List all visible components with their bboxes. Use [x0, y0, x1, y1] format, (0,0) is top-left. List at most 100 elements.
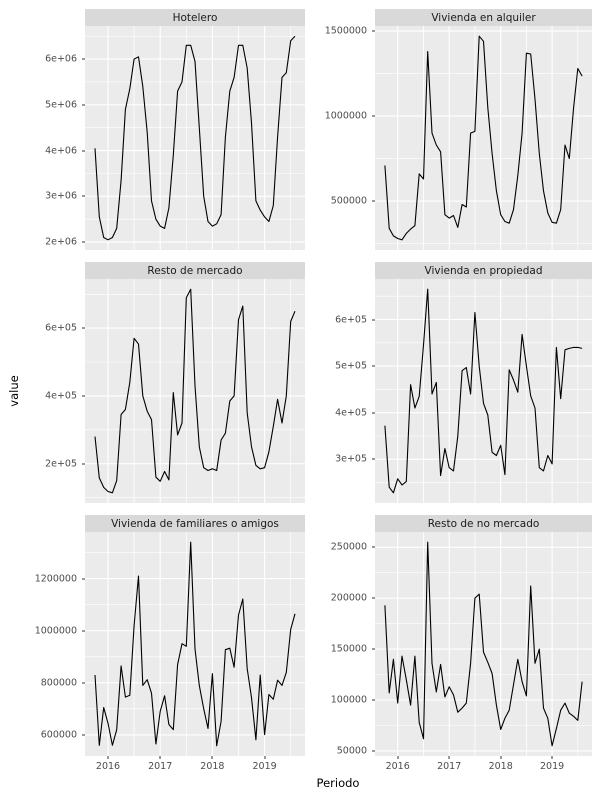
y-tick-mark: [82, 58, 85, 60]
y-tick-mark: [82, 150, 85, 152]
facet-strip: Vivienda en propiedad: [375, 262, 592, 279]
line-chart: [85, 279, 305, 503]
y-tick-label: 4e+05: [45, 390, 77, 402]
y-axis: 500000 1000000 1500000: [305, 26, 375, 250]
x-tick-label: 2016: [385, 761, 410, 772]
y-tick-mark: [372, 546, 375, 548]
y-tick-label: 3e+05: [335, 453, 367, 465]
line-chart: [375, 26, 592, 250]
y-tick-label: 600000: [40, 729, 77, 741]
y-tick-label: 250000: [330, 541, 367, 553]
y-tick-mark: [372, 412, 375, 414]
y-tick-mark: [372, 200, 375, 202]
facet-vivienda-de-familiares-o-amigos: Vivienda de familiares o amigos 600000 80…: [35, 515, 305, 772]
x-tick-mark: [500, 756, 502, 759]
x-tick-label: 2019: [540, 761, 565, 772]
x-tick-mark: [159, 756, 161, 759]
y-tick-mark: [82, 395, 85, 397]
line-chart: [375, 532, 592, 756]
x-axis-title: Periodo: [316, 776, 360, 790]
facet-resto-de-no-mercado: Resto de no mercado 50000 100000 150000 200…: [331, 515, 592, 772]
y-tick-mark: [82, 734, 85, 736]
facet-strip: Vivienda de familiares o amigos: [85, 515, 305, 532]
y-tick-mark: [372, 319, 375, 320]
y-tick-mark: [82, 463, 85, 465]
plot-panel: [85, 26, 305, 250]
y-tick-mark: [372, 365, 375, 367]
y-tick-label: 6e+06: [45, 53, 77, 65]
data-line: [384, 35, 583, 241]
data-line: [94, 288, 296, 494]
y-tick-label: 1000000: [34, 625, 77, 637]
facet-vivienda-en-alquiler: Vivienda en alquiler 500000 1000000 150000…: [325, 9, 592, 250]
y-tick-mark: [372, 30, 375, 32]
facet-vivienda-en-propiedad: Vivienda en propiedad 3e+05 4e+05 5e+05 6e+…: [335, 262, 592, 503]
y-tick-mark: [82, 195, 85, 197]
plot-panel: [375, 532, 592, 756]
facet-title: Resto de no mercado: [427, 517, 540, 530]
line-chart: [85, 532, 305, 756]
x-tick-mark: [448, 756, 450, 759]
y-tick-label: 1000000: [324, 110, 367, 122]
data-line: [94, 541, 296, 747]
facet-title: Hotelero: [172, 11, 218, 24]
line-chart: [375, 279, 592, 503]
y-tick-label: 1500000: [324, 25, 367, 37]
plot-panel: [375, 26, 592, 250]
y-tick-label: 50000: [336, 745, 367, 757]
y-tick-label: 100000: [330, 694, 367, 706]
y-tick-mark: [372, 648, 375, 650]
x-tick-label: 2017: [437, 761, 462, 772]
y-tick-label: 2e+06: [45, 236, 77, 248]
y-tick-label: 1200000: [34, 573, 77, 585]
y-axis: 50000 100000 150000 200000 250000: [305, 532, 375, 756]
y-tick-label: 6e+05: [335, 314, 367, 325]
x-tick-mark: [107, 756, 109, 759]
y-axis: 3e+05 4e+05 5e+05 6e+05: [305, 279, 375, 503]
x-tick-label: 2019: [252, 761, 277, 772]
y-tick-mark: [372, 597, 375, 599]
plot-panel: [85, 532, 305, 756]
data-line: [384, 541, 583, 747]
x-axis: 2016 2017 2018 2019: [85, 756, 305, 780]
facet-strip: Resto de mercado: [85, 262, 305, 279]
facet-resto-de-mercado: Resto de mercado 2e+05 4e+05 6e+05: [45, 262, 305, 503]
facet-strip: Hotelero: [85, 9, 305, 26]
y-tick-label: 4e+06: [45, 145, 77, 157]
facet-strip: Vivienda en alquiler: [375, 9, 592, 26]
y-tick-label: 6e+05: [45, 322, 77, 334]
facet-title: Vivienda en propiedad: [424, 264, 543, 277]
y-tick-label: 150000: [330, 643, 367, 655]
facet-title: Resto de mercado: [147, 264, 243, 277]
x-tick-label: 2017: [148, 761, 173, 772]
y-tick-label: 3e+06: [45, 190, 77, 202]
y-axis: 600000 800000 1000000 1200000: [15, 532, 85, 756]
y-tick-label: 800000: [40, 677, 77, 689]
x-tick-mark: [211, 756, 213, 759]
x-tick-mark: [264, 756, 266, 759]
line-chart: [85, 26, 305, 250]
facet-title: Vivienda de familiares o amigos: [111, 517, 279, 530]
y-tick-mark: [372, 750, 375, 752]
facet-hotelero: Hotelero 2e+06 3e+06 4e+06 5e+06 6e+06: [45, 9, 305, 250]
y-tick-label: 5e+06: [45, 99, 77, 111]
x-tick-label: 2018: [488, 761, 513, 772]
y-tick-mark: [82, 104, 85, 106]
y-tick-mark: [372, 699, 375, 701]
y-axis: 2e+06 3e+06 4e+06 5e+06 6e+06: [15, 26, 85, 250]
y-tick-mark: [82, 327, 85, 329]
x-tick-label: 2016: [95, 761, 121, 772]
facet-title: Vivienda en alquiler: [431, 11, 536, 24]
facet-strip: Resto de no mercado: [375, 515, 592, 532]
data-line: [94, 35, 296, 241]
y-tick-mark: [82, 578, 85, 580]
y-tick-mark: [82, 241, 85, 243]
y-tick-label: 5e+05: [335, 360, 367, 372]
y-tick-mark: [82, 682, 85, 684]
plot-panel: [375, 279, 592, 503]
x-tick-mark: [551, 756, 553, 759]
y-tick-mark: [82, 630, 85, 632]
y-tick-mark: [372, 115, 375, 117]
y-tick-label: 500000: [330, 195, 367, 207]
